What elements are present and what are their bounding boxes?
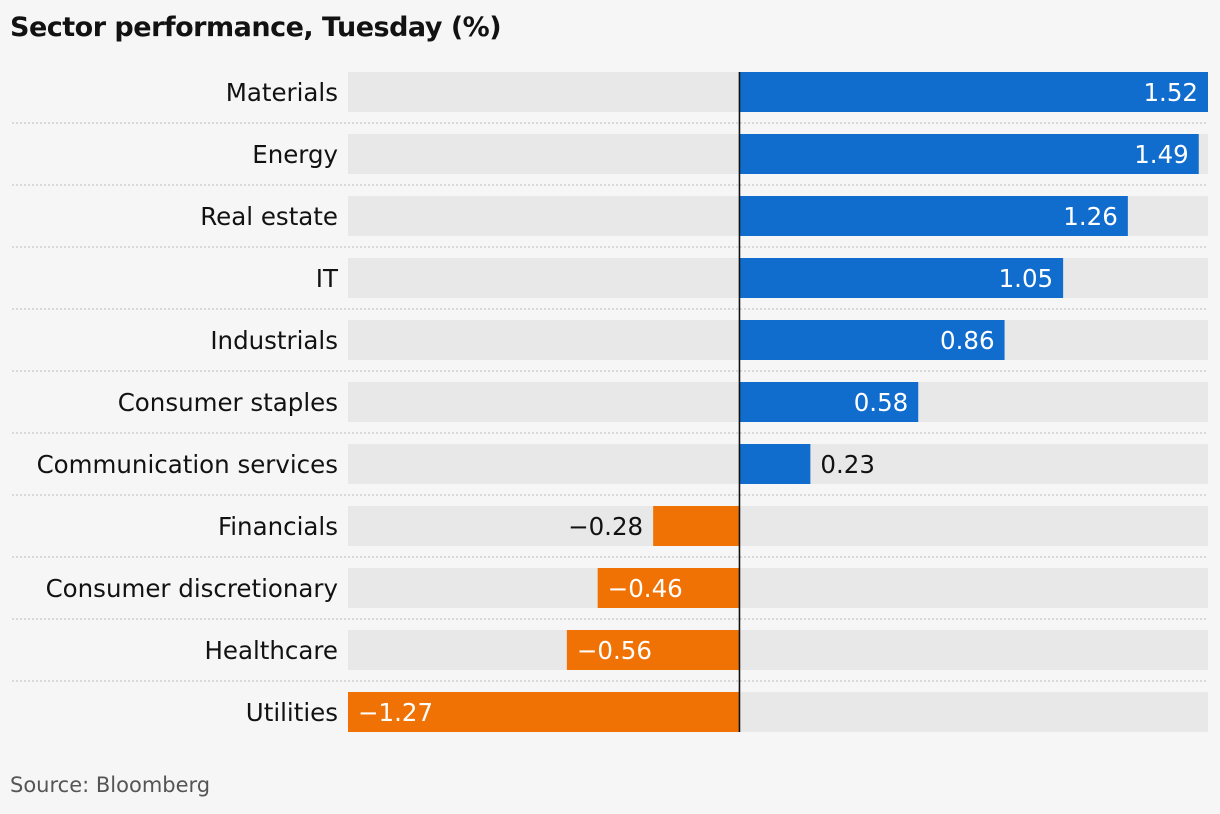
value-label-it: 1.05 xyxy=(999,264,1054,293)
category-label-materials: Materials xyxy=(226,78,338,107)
value-label-consumer-staples: 0.58 xyxy=(854,388,909,417)
source-note: Source: Bloomberg xyxy=(10,773,211,797)
value-label-materials: 1.52 xyxy=(1143,78,1198,107)
value-label-energy: 1.49 xyxy=(1134,140,1189,169)
value-label-utilities: −1.27 xyxy=(358,698,433,727)
category-label-consumer-discretionary: Consumer discretionary xyxy=(46,574,338,603)
category-label-consumer-staples: Consumer staples xyxy=(118,388,338,417)
category-label-energy: Energy xyxy=(252,140,338,169)
value-label-communication-services: 0.23 xyxy=(820,450,875,479)
bar-consumer-staples xyxy=(739,382,919,422)
category-label-it: IT xyxy=(316,264,339,293)
value-label-financials: −0.28 xyxy=(568,512,643,541)
bar-it xyxy=(739,258,1064,298)
bar-financials xyxy=(653,506,740,546)
bar-industrials xyxy=(739,320,1005,360)
track-healthcare xyxy=(348,630,1208,670)
track-consumer-discretionary xyxy=(348,568,1208,608)
category-label-utilities: Utilities xyxy=(246,698,338,727)
bar-energy xyxy=(739,134,1199,174)
chart-title: Sector performance, Tuesday (%) xyxy=(10,12,502,43)
bar-real-estate xyxy=(739,196,1128,236)
category-label-industrials: Industrials xyxy=(210,326,338,355)
category-label-communication-services: Communication services xyxy=(37,450,338,479)
value-label-healthcare: −0.56 xyxy=(577,636,652,665)
category-label-real-estate: Real estate xyxy=(200,202,338,231)
bar-communication-services xyxy=(739,444,811,484)
value-label-consumer-discretionary: −0.46 xyxy=(608,574,683,603)
track-financials xyxy=(348,506,1208,546)
value-label-real-estate: 1.26 xyxy=(1063,202,1118,231)
bar-materials xyxy=(739,72,1208,112)
bar-healthcare xyxy=(566,630,740,670)
bar-consumer-discretionary xyxy=(597,568,740,608)
bar-utilities xyxy=(348,692,740,732)
category-label-financials: Financials xyxy=(218,512,338,541)
category-label-healthcare: Healthcare xyxy=(204,636,338,665)
value-label-industrials: 0.86 xyxy=(940,326,995,355)
